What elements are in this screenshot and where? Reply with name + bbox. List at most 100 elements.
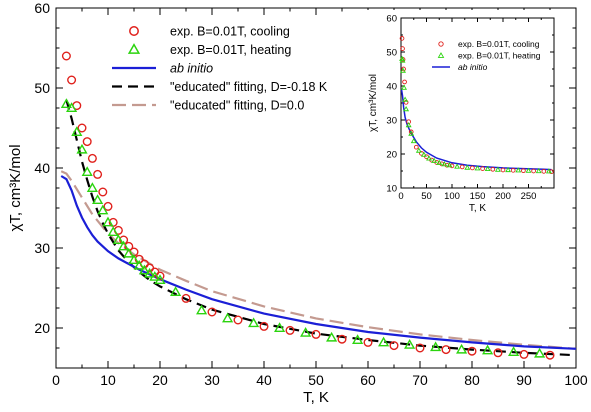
x-tick-label: 50 bbox=[308, 372, 324, 388]
y-tick-label: 20 bbox=[34, 320, 50, 336]
data-point-circle bbox=[207, 307, 217, 317]
data-point-circle bbox=[87, 153, 97, 163]
data-point-triangle bbox=[118, 240, 130, 251]
data-point-triangle bbox=[400, 67, 407, 73]
data-point-triangle bbox=[102, 216, 114, 227]
data-point-circle bbox=[490, 166, 496, 172]
data-point-circle bbox=[541, 168, 547, 174]
data-point-triangle bbox=[404, 339, 416, 349]
x-tick-label: 100 bbox=[444, 191, 460, 202]
inset-legend-label-ab-initio: ab initio bbox=[458, 62, 488, 72]
data-point-triangle bbox=[170, 286, 182, 296]
y-tick-label: 30 bbox=[34, 240, 50, 256]
data-point-circle bbox=[403, 99, 409, 105]
data-point-triangle bbox=[405, 122, 412, 128]
data-point-circle bbox=[510, 167, 516, 173]
series-line bbox=[60, 170, 577, 350]
data-point-triangle bbox=[535, 167, 542, 174]
data-point-triangle bbox=[92, 194, 104, 204]
data-point-circle bbox=[337, 334, 347, 344]
data-point-triangle bbox=[352, 334, 364, 344]
data-point-triangle bbox=[415, 147, 422, 153]
data-point-triangle bbox=[431, 157, 438, 163]
data-point-triangle bbox=[441, 161, 448, 167]
legend-marker bbox=[127, 43, 141, 54]
data-point-triangle bbox=[410, 137, 417, 144]
data-point-triangle bbox=[66, 102, 78, 112]
data-point-triangle bbox=[408, 130, 415, 136]
legend-symbol-cooling bbox=[129, 26, 139, 36]
inset-legend-label-cooling: exp. B=0.01T, cooling bbox=[458, 39, 540, 49]
data-point-triangle bbox=[402, 96, 409, 102]
data-point-triangle bbox=[97, 204, 109, 215]
x-tick-label: 0 bbox=[52, 372, 60, 388]
data-point-triangle bbox=[464, 164, 471, 170]
y-tick-label: 30 bbox=[386, 116, 397, 127]
data-point-circle bbox=[400, 46, 405, 51]
x-tick-label: 10 bbox=[100, 372, 116, 388]
inset-legend-symbol-cooling bbox=[438, 41, 444, 47]
main-y-axis-label: χT, cm³K/mol bbox=[7, 144, 24, 231]
inset-legend-symbol-heating bbox=[437, 52, 445, 58]
legend-marker bbox=[437, 52, 445, 58]
series-line bbox=[60, 175, 577, 350]
x-tick-label: 250 bbox=[521, 191, 537, 202]
inset-axis-ticks: 0 50 100 150 200 250 10 20 30 40 50 60 bbox=[386, 14, 555, 202]
main-plot-series bbox=[60, 51, 577, 360]
x-tick-label: 50 bbox=[421, 191, 432, 202]
data-point-triangle bbox=[196, 304, 208, 315]
x-tick-label: 200 bbox=[495, 191, 511, 202]
data-point-triangle bbox=[420, 151, 427, 157]
legend-label-fit-d018: "educated" fitting, D=-0.18 K bbox=[170, 80, 328, 94]
legend-label-fit-d0: "educated" fitting, D=0.0 bbox=[170, 99, 304, 113]
data-point-triangle bbox=[81, 166, 93, 176]
legend-label-cooling: exp. B=0.01T, cooling bbox=[170, 25, 290, 39]
data-point-circle bbox=[61, 51, 71, 61]
data-point-triangle bbox=[71, 126, 83, 136]
data-point-triangle bbox=[484, 165, 491, 172]
data-point-triangle bbox=[474, 165, 481, 171]
data-point-triangle bbox=[525, 167, 532, 173]
legend-symbol-heating bbox=[127, 43, 141, 54]
y-tick-label: 60 bbox=[386, 14, 397, 25]
data-point-triangle bbox=[508, 346, 520, 356]
data-point-circle bbox=[77, 123, 87, 133]
y-tick-label: 50 bbox=[386, 48, 397, 59]
data-point-triangle bbox=[430, 341, 442, 352]
data-point-circle bbox=[67, 75, 77, 85]
data-point-circle bbox=[98, 187, 108, 197]
data-point-triangle bbox=[274, 322, 286, 332]
data-point-triangle bbox=[454, 163, 461, 169]
data-point-triangle bbox=[534, 347, 546, 358]
data-point-circle bbox=[389, 341, 399, 351]
data-point-circle bbox=[459, 164, 465, 170]
x-tick-label: 0 bbox=[398, 191, 403, 202]
y-tick-label: 50 bbox=[34, 80, 50, 96]
data-point-triangle bbox=[505, 166, 512, 173]
data-point-triangle bbox=[446, 162, 453, 168]
legend-label-ab-initio: ab initio bbox=[170, 62, 213, 76]
data-point-circle bbox=[500, 167, 506, 173]
data-point-triangle bbox=[426, 155, 433, 161]
data-point-triangle bbox=[378, 336, 390, 347]
data-point-triangle bbox=[300, 327, 312, 337]
data-point-circle bbox=[519, 349, 529, 359]
data-point-triangle bbox=[133, 259, 145, 270]
data-point-circle bbox=[399, 36, 405, 41]
y-tick-label: 60 bbox=[34, 0, 50, 16]
data-point-circle bbox=[413, 144, 419, 150]
data-point-circle bbox=[531, 168, 536, 174]
x-tick-label: 150 bbox=[470, 191, 486, 202]
data-point-triangle bbox=[326, 331, 338, 342]
inset-legend-label-heating: exp. B=0.01T, heating bbox=[458, 51, 541, 61]
series-line bbox=[400, 89, 552, 171]
data-point-triangle bbox=[403, 106, 410, 112]
data-point-circle bbox=[93, 169, 103, 179]
data-point-triangle bbox=[401, 84, 408, 90]
data-point-triangle bbox=[128, 254, 140, 264]
data-point-triangle bbox=[112, 234, 124, 244]
y-tick-label: 40 bbox=[34, 160, 50, 176]
inset-y-axis-label: χT, cm³K/mol bbox=[368, 74, 379, 132]
x-tick-label: 60 bbox=[360, 372, 376, 388]
